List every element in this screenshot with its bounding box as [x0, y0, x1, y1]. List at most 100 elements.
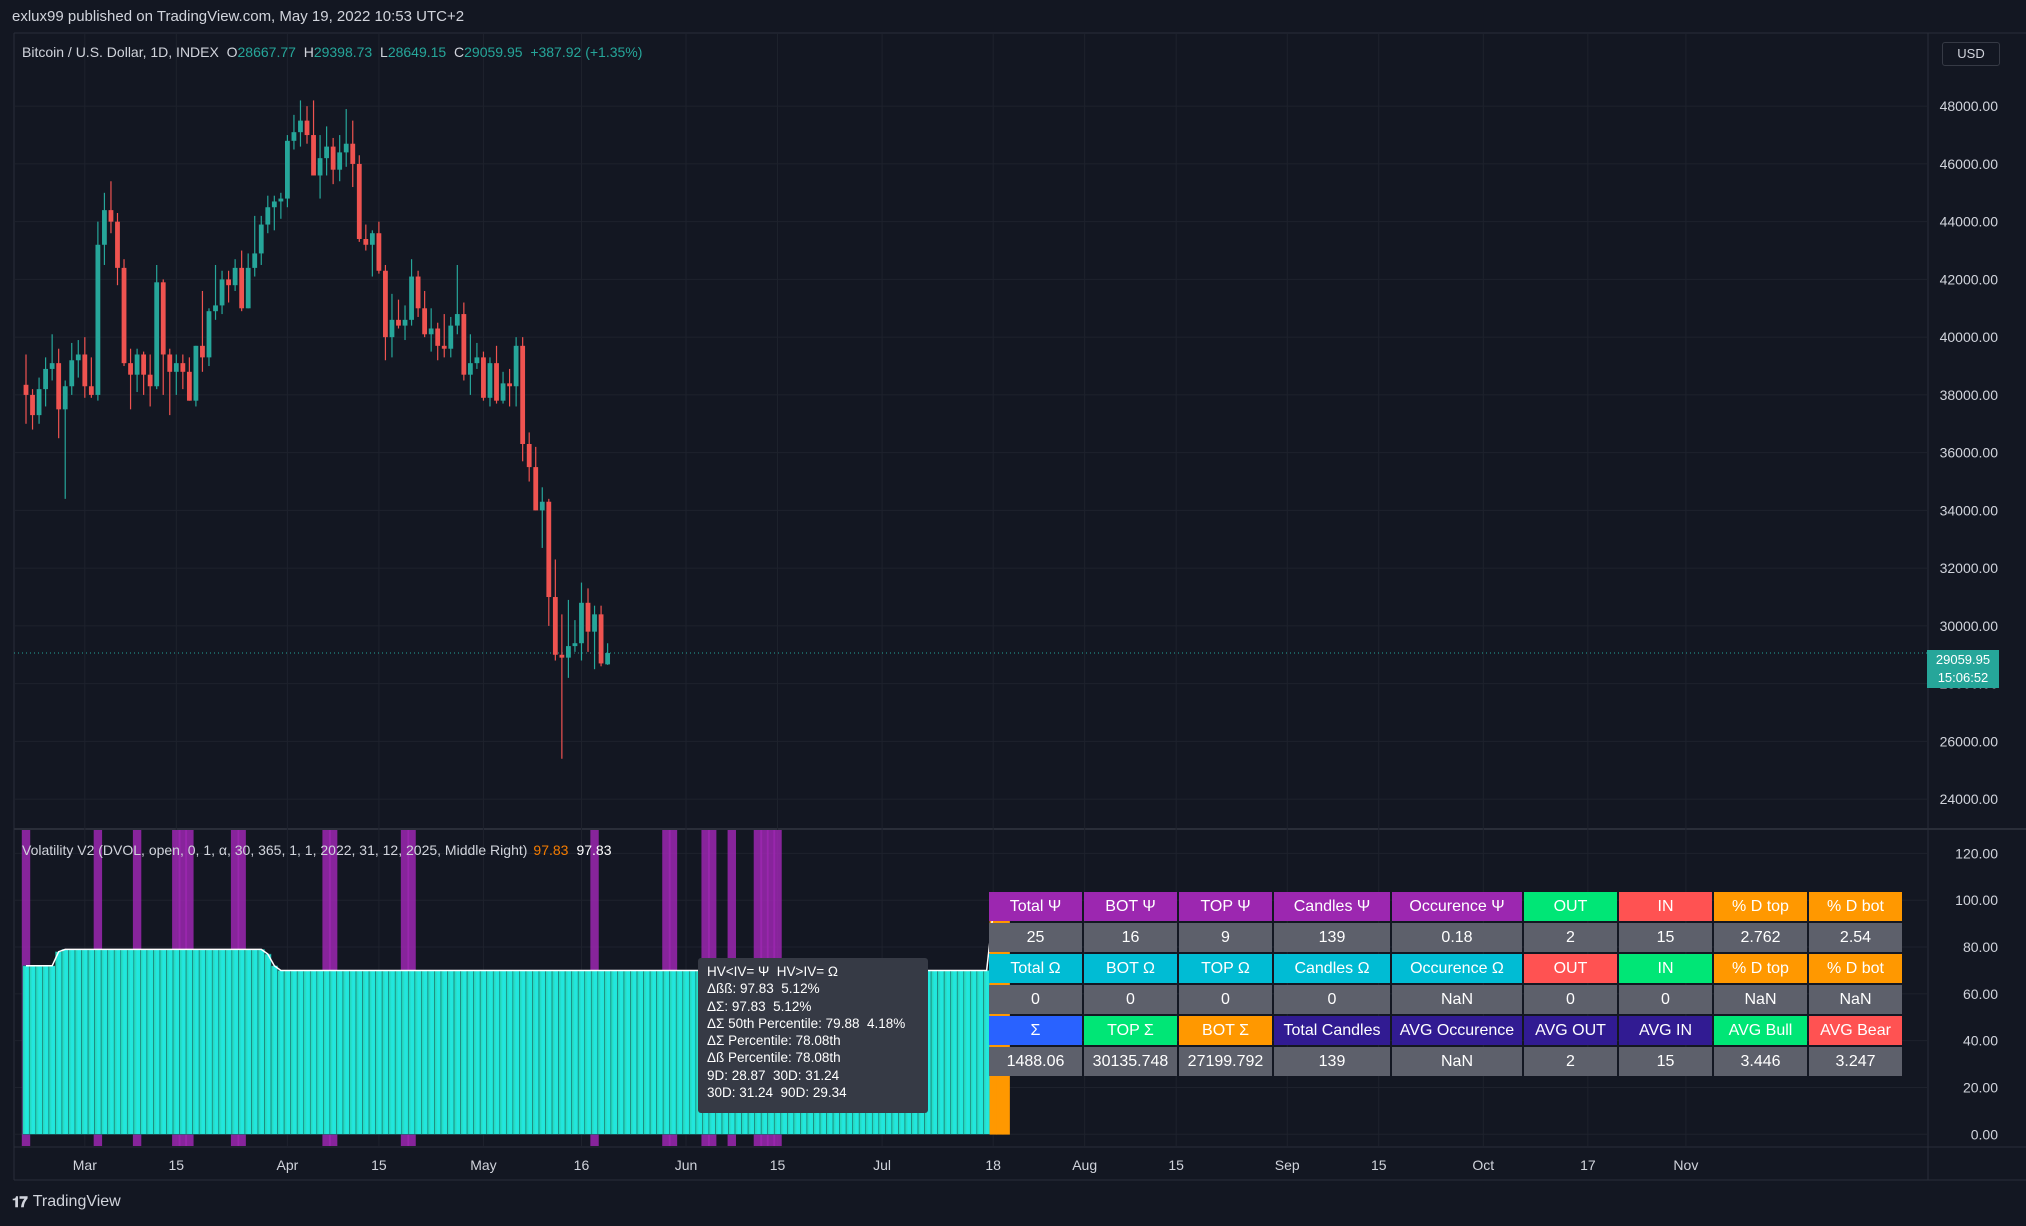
volatility-bar: [238, 949, 246, 1135]
volatility-bar: [388, 970, 396, 1135]
x-tick-label: 18: [985, 1157, 1001, 1173]
candle-body: [369, 233, 375, 245]
last-price-value: 29059.95: [1935, 652, 1991, 667]
volatility-bar: [290, 970, 298, 1135]
open-label: O: [226, 44, 238, 60]
indicator-name: Volatility V2 (DVOL, open, 0, 1, α, 30, …: [22, 842, 528, 858]
volatility-bar: [55, 951, 63, 1135]
candle-body: [95, 244, 101, 395]
footer[interactable]: 𝟏𝟕 TradingView: [12, 1193, 121, 1211]
stats-cell: BOT Ω: [1084, 954, 1177, 983]
stats-cell: % D top: [1714, 892, 1807, 921]
volatility-bar: [545, 970, 553, 1135]
volatility-bar: [231, 949, 239, 1135]
volatility-bar: [336, 970, 344, 1135]
candle-body: [213, 305, 218, 312]
x-tick-label: 15: [169, 1157, 185, 1173]
high-value: 29398.73: [313, 44, 373, 60]
x-tick-label: May: [470, 1157, 496, 1173]
volatility-bar: [107, 949, 115, 1135]
candle-body: [539, 501, 545, 511]
candle-body: [317, 158, 323, 176]
volatility-bar: [42, 965, 50, 1135]
y-tick-label: 36000.00: [1940, 445, 1999, 461]
volatility-bar: [323, 970, 331, 1135]
volatility-bar: [656, 970, 664, 1135]
volatility-bar: [401, 970, 409, 1135]
high-label: H: [303, 44, 314, 60]
ind-y-tick-label: 0.00: [1971, 1126, 1998, 1142]
volatility-bar: [394, 970, 403, 1135]
volatility-bar: [610, 970, 618, 1135]
volatility-bar: [218, 949, 226, 1135]
volatility-bar: [649, 970, 657, 1135]
volatility-bar: [558, 970, 566, 1135]
tooltip-line: 30D: 31.24 90D: 29.34: [707, 1085, 847, 1101]
x-tick-label: Oct: [1472, 1157, 1494, 1173]
volatility-bar: [140, 949, 148, 1135]
stats-cell: 1488.06: [989, 1047, 1082, 1076]
candle-body: [167, 354, 173, 372]
volatility-bar: [943, 970, 952, 1135]
volatility-bar: [421, 970, 429, 1135]
volatility-bar: [329, 970, 337, 1135]
volatility-bar: [675, 970, 684, 1135]
volatility-bar: [963, 970, 971, 1135]
ind-y-tick-label: 60.00: [1963, 986, 1998, 1002]
tooltip-line: Δß Percentile: 78.08th: [707, 1050, 841, 1066]
candle-body: [88, 386, 94, 395]
candle-body: [239, 267, 245, 309]
candle-body: [435, 328, 441, 346]
volatility-bar: [133, 949, 141, 1135]
candle-body: [69, 360, 75, 387]
stats-cell: OUT: [1524, 954, 1617, 983]
candle-body: [598, 614, 604, 664]
volatility-bar: [375, 970, 383, 1135]
ind-y-tick-label: 120.00: [1955, 845, 1998, 861]
volatility-bar: [211, 949, 220, 1135]
volatility-bar: [505, 970, 514, 1135]
candle-body: [579, 602, 584, 644]
volatility-bar: [577, 970, 586, 1135]
volatility-bar: [316, 970, 324, 1135]
volatility-bar: [414, 970, 422, 1135]
candle-body: [415, 276, 421, 309]
volatility-bar: [303, 970, 311, 1135]
candle-body: [134, 354, 140, 375]
candle-body: [245, 267, 251, 309]
x-tick-label: Aug: [1072, 1157, 1097, 1173]
candle-body: [474, 357, 480, 364]
indicator-value-1: 97.83: [533, 842, 569, 858]
volatility-bar: [976, 970, 984, 1135]
candle-body: [343, 143, 349, 153]
volatility-bar: [466, 970, 474, 1135]
y-tick-label: 42000.00: [1940, 271, 1999, 287]
publisher-line: exlux99 published on TradingView.com, Ma…: [12, 8, 465, 25]
volatility-bar: [584, 970, 592, 1135]
candle-body: [507, 383, 512, 387]
candle-body: [383, 270, 388, 338]
last-price-tag: 29059.95 15:06:52: [1927, 650, 1999, 688]
symbol-legend[interactable]: Bitcoin / U.S. Dollar, 1D, INDEX O28667.…: [22, 44, 642, 60]
stats-cell: NaN: [1392, 1047, 1522, 1076]
currency-button[interactable]: USD: [1942, 42, 2000, 66]
candle-body: [49, 363, 55, 369]
volatility-bar: [61, 949, 69, 1135]
stats-cell: NaN: [1392, 985, 1522, 1014]
candle-body: [193, 345, 199, 401]
candle-body: [226, 279, 231, 286]
volatility-bar: [94, 949, 102, 1135]
candle-body: [520, 345, 526, 444]
volatility-bar: [669, 970, 677, 1135]
x-tick-label: Nov: [1673, 1157, 1698, 1173]
y-tick-label: 32000.00: [1940, 560, 1999, 576]
indicator-legend[interactable]: Volatility V2 (DVOL, open, 0, 1, α, 30, …: [22, 842, 612, 858]
stats-cell: BOT Σ: [1179, 1016, 1272, 1045]
volatility-bar: [551, 970, 559, 1135]
candle-body: [154, 282, 160, 387]
candle-body: [350, 143, 356, 164]
volatility-bar: [270, 965, 278, 1135]
x-tick-label: 15: [371, 1157, 387, 1173]
volatility-bar: [355, 970, 363, 1135]
volatility-bar: [87, 949, 95, 1135]
